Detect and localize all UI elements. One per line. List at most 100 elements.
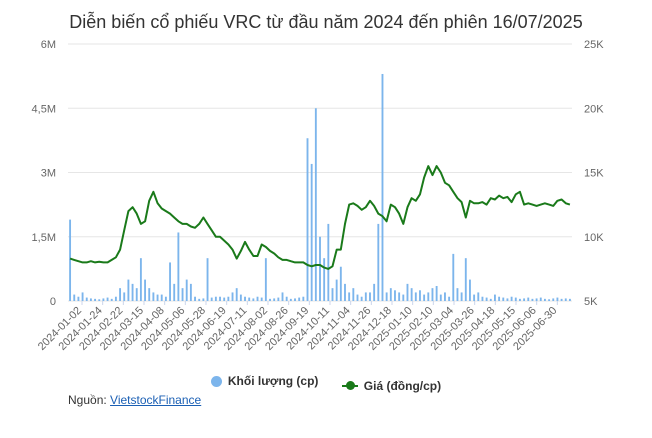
volume-bar <box>273 298 276 301</box>
volume-bar <box>260 297 263 301</box>
volume-bar <box>352 288 355 301</box>
volume-bar <box>256 296 259 301</box>
volume-bar <box>314 108 317 301</box>
volume-bar <box>360 296 363 301</box>
right-axis-tick-label: 15K <box>584 168 604 180</box>
volume-bar <box>460 292 463 301</box>
legend-volume-marker <box>210 375 222 387</box>
volume-bar <box>252 298 255 301</box>
volume-bar <box>164 296 167 301</box>
volume-bar <box>123 292 126 301</box>
volume-bar <box>160 294 163 301</box>
volume-bar <box>177 232 180 301</box>
volume-bar <box>556 297 559 301</box>
volume-bar <box>323 258 326 301</box>
volume-bar <box>539 297 542 301</box>
source-link[interactable]: VietstockFinance <box>110 393 202 407</box>
volume-bar <box>498 296 501 301</box>
left-axis-tick-label: 3M <box>41 168 56 180</box>
right-axis-tick-label: 10K <box>584 232 604 244</box>
volume-bar <box>69 219 72 301</box>
left-axis-tick-label: 0 <box>50 296 56 308</box>
volume-bar <box>185 279 188 301</box>
volume-bar <box>298 297 301 301</box>
volume-bar <box>135 288 138 301</box>
volume-bar <box>189 283 192 301</box>
volume-bar <box>356 294 359 301</box>
legend-price-label: Giá (đồng/cp) <box>363 378 442 393</box>
source-label: Nguồn: <box>68 393 107 407</box>
legend-item-volume[interactable]: Khối lượng (cp) <box>210 374 318 388</box>
volume-bar <box>148 288 151 301</box>
source-note: Nguồn: VietstockFinance <box>68 393 201 407</box>
volume-bar <box>156 294 159 301</box>
volume-bar <box>110 298 113 301</box>
volume-bar <box>106 297 109 301</box>
volume-bar <box>73 294 76 301</box>
volume-bar <box>456 288 459 301</box>
volume-bar <box>210 297 213 301</box>
volume-bar <box>139 258 142 301</box>
volume-bar <box>289 298 292 301</box>
volume-bar <box>227 296 230 301</box>
volume-bar <box>427 292 430 301</box>
volume-bar <box>285 296 288 301</box>
volume-bar <box>464 258 467 301</box>
right-axis-tick-label: 5K <box>584 296 598 308</box>
volume-bar <box>344 283 346 301</box>
volume-bar <box>331 288 334 301</box>
volume-bar <box>169 262 171 301</box>
volume-bar <box>506 298 509 301</box>
volume-bar <box>144 279 146 301</box>
volume-bar <box>281 292 284 301</box>
volume-bar <box>319 236 321 301</box>
volume-bar <box>152 292 155 301</box>
volume-bar <box>214 296 217 301</box>
right-axis-tick-label: 25K <box>584 39 604 51</box>
volume-bar <box>310 163 313 301</box>
volume-bar <box>481 296 484 301</box>
volume-bar <box>339 266 342 301</box>
volume-bar <box>302 296 305 301</box>
volume-bar <box>94 298 97 301</box>
volume-bar <box>439 294 442 301</box>
volume-bar <box>206 258 209 301</box>
volume-bar <box>531 298 534 301</box>
volume-bar <box>394 290 396 301</box>
left-axis-tick-label: 1,5M <box>32 232 56 244</box>
volume-bar <box>239 294 242 301</box>
volume-bar <box>102 298 105 301</box>
volume-bar <box>119 288 122 301</box>
volume-bar <box>485 297 488 301</box>
volume-bar <box>444 292 446 301</box>
volume-bar <box>327 223 330 301</box>
volume-bar <box>81 292 84 301</box>
volume-bar <box>127 279 130 301</box>
volume-bar <box>173 283 176 301</box>
legend-item-price[interactable]: Giá (đồng/cp) <box>341 378 442 393</box>
volume-bar <box>489 298 492 301</box>
volume-bar <box>423 294 426 301</box>
volume-bar <box>477 292 480 301</box>
volume-bar <box>414 292 417 301</box>
volume-bar <box>560 298 563 301</box>
volume-bar <box>244 296 246 301</box>
volume-bar <box>348 292 351 301</box>
volume-bar <box>294 298 296 301</box>
volume-bar <box>435 286 438 301</box>
volume-bar <box>402 294 405 301</box>
right-axis-tick-label: 20K <box>584 103 604 115</box>
volume-bar <box>502 297 505 301</box>
volume-bar <box>419 290 421 301</box>
volume-bar <box>89 298 92 301</box>
volume-bar <box>231 292 234 301</box>
volume-bar <box>406 283 409 301</box>
volume-bar <box>452 253 455 301</box>
volume-bar <box>510 296 513 301</box>
volume-bar <box>269 298 271 301</box>
left-axis-tick-label: 4,5M <box>32 103 56 115</box>
price-line <box>69 165 571 270</box>
volume-bar <box>518 298 521 301</box>
volume-bar <box>98 299 101 301</box>
volume-bar <box>235 288 238 301</box>
